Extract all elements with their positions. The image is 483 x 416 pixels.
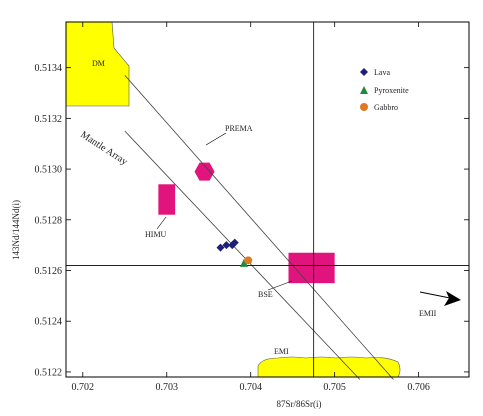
legend-marker-gabbro xyxy=(360,103,368,111)
mantle-array-line-1 xyxy=(124,74,394,380)
field-prema xyxy=(194,162,215,181)
point-gabbro-1 xyxy=(244,256,253,265)
y-tick-label-1: 0.5124 xyxy=(35,317,63,328)
mantle-array-line-2 xyxy=(124,130,361,380)
y-tick-label-3: 0.5128 xyxy=(35,215,63,226)
leader-bse xyxy=(267,280,293,291)
x-tick-label-2: 0.704 xyxy=(239,382,262,393)
x-axis-title: 87Sr/86Sr(i) xyxy=(277,399,322,409)
emii-arrow xyxy=(419,291,461,306)
y-tick-label-6: 0.5134 xyxy=(35,63,63,74)
fields-layer xyxy=(65,21,401,378)
legend-label-pyroxenite: Pyroxenite xyxy=(374,86,409,95)
field-label-himu: HIMU xyxy=(145,230,167,239)
y-axis-title: 143Nd/144Nd(i) xyxy=(11,200,21,260)
point-lava-1 xyxy=(216,243,225,252)
emii-arrow-shaft xyxy=(419,291,451,299)
field-label-bse: BSE xyxy=(258,290,273,299)
field-label-dm: DM xyxy=(92,59,105,68)
point-lava-2 xyxy=(222,241,231,250)
legend-marker-pyroxenite xyxy=(360,86,368,94)
y-tick-label-5: 0.5132 xyxy=(35,114,63,125)
ticks-layer: 0.702 0.703 0.704 0.705 0.706 0.5122 0.5124 0.5… xyxy=(35,22,469,393)
y-tick-label-4: 0.5130 xyxy=(35,165,63,176)
lines-layer xyxy=(66,22,469,380)
point-pyroxenite-1 xyxy=(239,258,248,267)
legend-label-lava: Lava xyxy=(374,68,390,77)
field-bse xyxy=(288,252,335,284)
field-emi xyxy=(257,356,401,378)
x-tick-label-4: 0.706 xyxy=(407,382,430,393)
emii-arrow-head xyxy=(444,291,461,306)
leader-himu xyxy=(156,216,167,230)
y-tick-label-2: 0.5126 xyxy=(35,266,63,277)
legend: Lava Pyroxenite Gabbro xyxy=(360,68,409,112)
legend-marker-lava xyxy=(360,68,368,76)
plot-frame xyxy=(65,21,470,378)
x-tick-label-1: 0.703 xyxy=(156,382,179,393)
emii-label: EMII xyxy=(419,309,437,318)
leader-prema xyxy=(205,132,227,146)
points-layer xyxy=(216,238,253,267)
x-tick-label-0: 0.702 xyxy=(72,382,95,393)
y-tick-label-0: 0.5122 xyxy=(35,367,63,378)
field-himu xyxy=(158,184,176,215)
x-tick-label-3: 0.705 xyxy=(323,382,346,393)
field-label-emi: EMI xyxy=(274,347,289,356)
field-label-prema: PREMA xyxy=(225,124,253,133)
legend-label-gabbro: Gabbro xyxy=(374,103,398,112)
point-lava-4 xyxy=(230,238,239,247)
